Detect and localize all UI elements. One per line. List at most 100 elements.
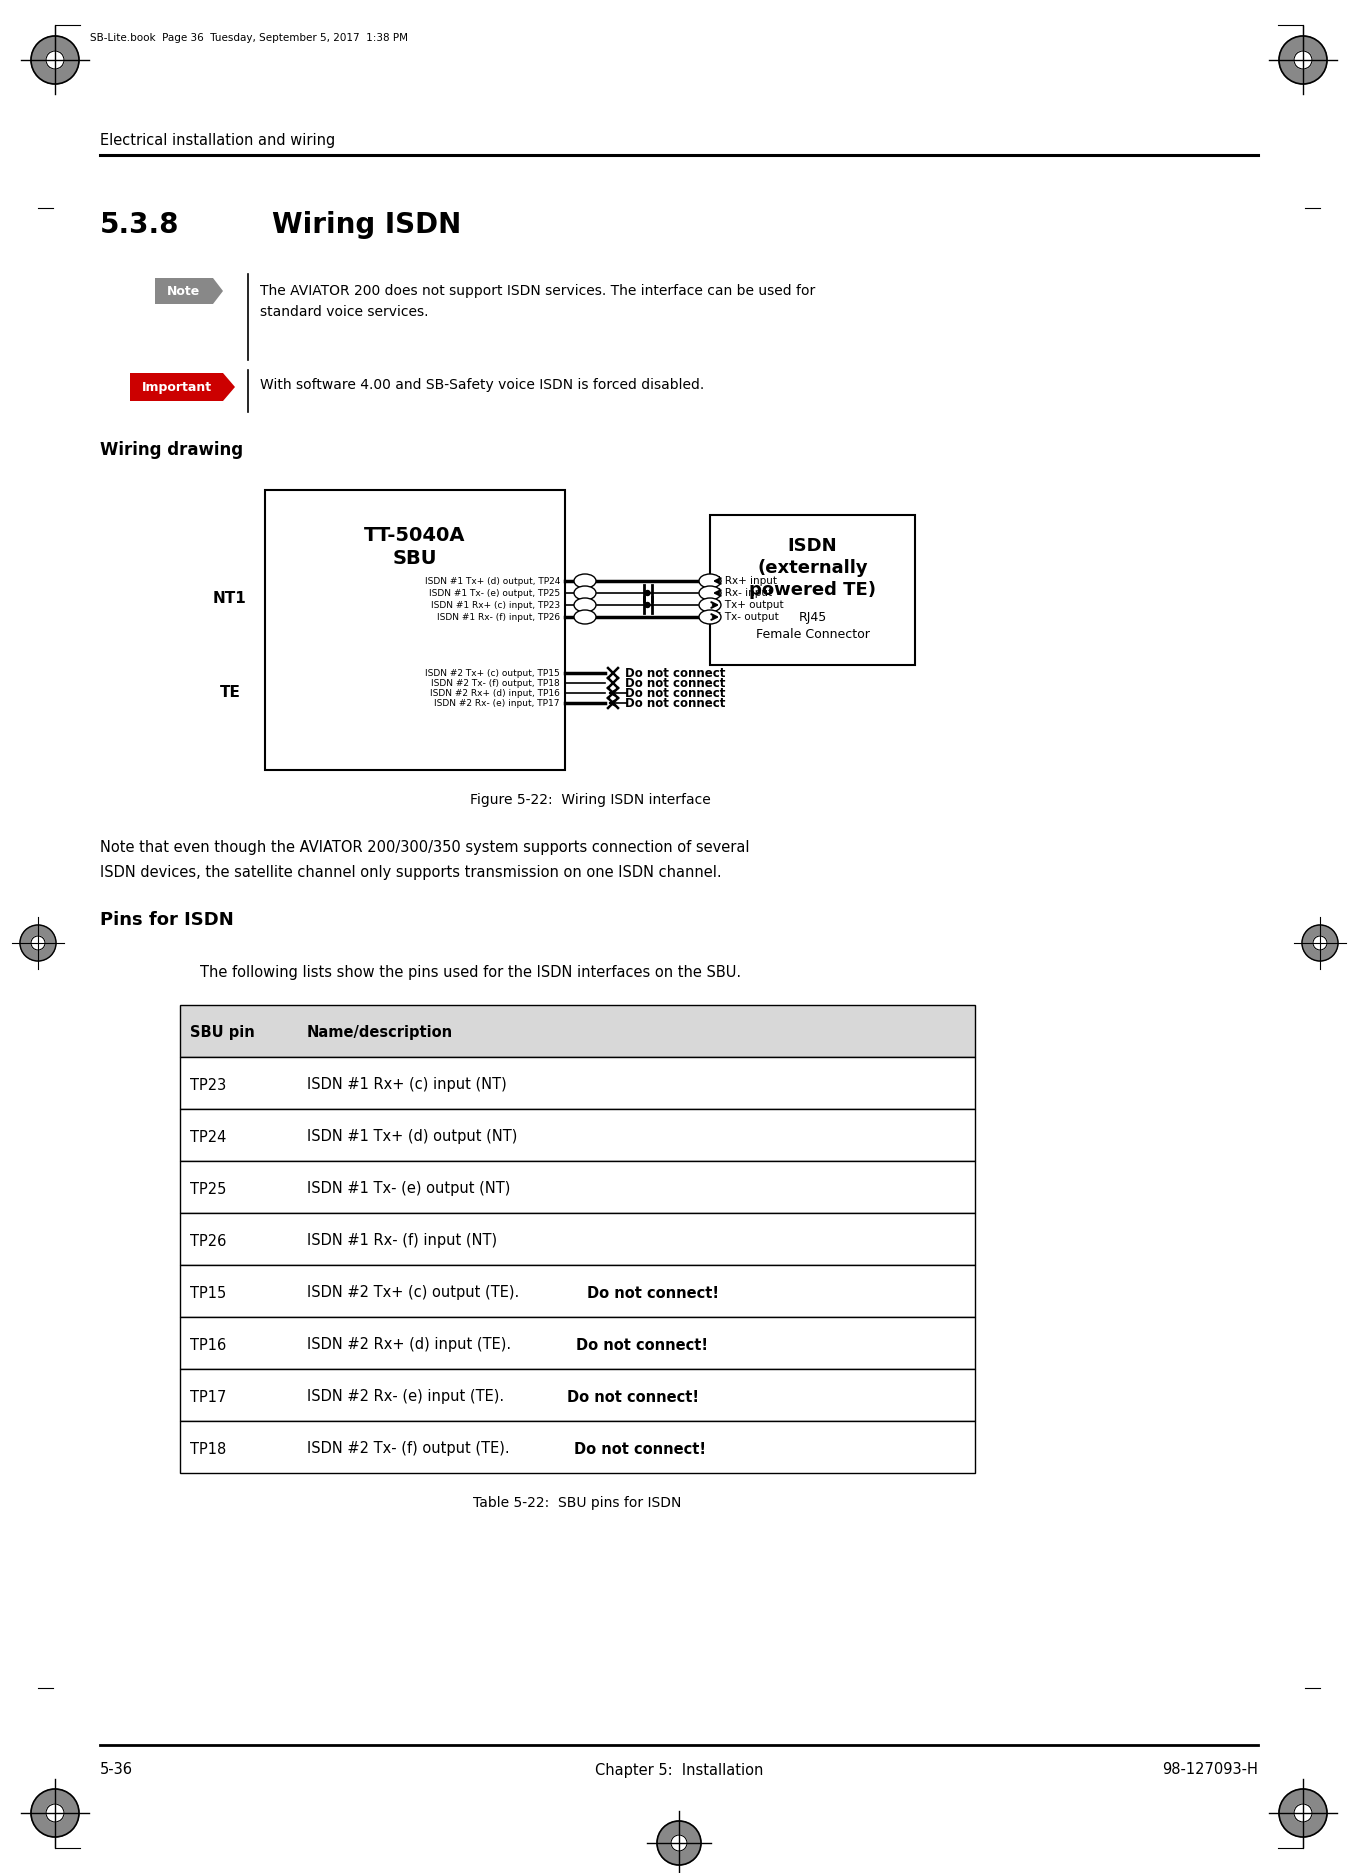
Text: TP15: TP15: [190, 1285, 227, 1300]
Text: ISDN #1 Tx+ (d) output (NT): ISDN #1 Tx+ (d) output (NT): [307, 1129, 517, 1144]
Text: TP18: TP18: [190, 1442, 227, 1457]
Bar: [181, 1369, 975, 1422]
Polygon shape: [155, 277, 223, 303]
Text: ISDN #2 Tx+ (c) output, TP15: ISDN #2 Tx+ (c) output, TP15: [425, 669, 559, 678]
Text: Name/description: Name/description: [307, 1026, 454, 1041]
Text: TT-5040A: TT-5040A: [364, 526, 466, 545]
Text: 98-127093-H: 98-127093-H: [1162, 1762, 1258, 1777]
Ellipse shape: [574, 597, 596, 612]
Text: RJ45: RJ45: [799, 611, 827, 624]
Ellipse shape: [699, 573, 721, 588]
Text: Table 5-22:  SBU pins for ISDN: Table 5-22: SBU pins for ISDN: [474, 1497, 682, 1510]
Text: Do not connect!: Do not connect!: [574, 1442, 706, 1457]
Bar: [181, 1317, 975, 1369]
Text: ISDN #2 Rx- (e) input (TE).: ISDN #2 Rx- (e) input (TE).: [307, 1390, 509, 1405]
Bar: [181, 1056, 975, 1109]
Text: ISDN #1 Rx- (f) input (NT): ISDN #1 Rx- (f) input (NT): [307, 1234, 497, 1249]
Text: Figure 5-22:  Wiring ISDN interface: Figure 5-22: Wiring ISDN interface: [470, 792, 710, 807]
Circle shape: [1279, 36, 1327, 84]
Circle shape: [46, 51, 64, 69]
Circle shape: [1294, 51, 1312, 69]
Text: Female Connector: Female Connector: [755, 627, 869, 641]
Ellipse shape: [574, 611, 596, 624]
Text: ISDN #2 Tx+ (c) output (TE).: ISDN #2 Tx+ (c) output (TE).: [307, 1285, 524, 1300]
Text: ISDN #2 Tx- (f) output (TE).: ISDN #2 Tx- (f) output (TE).: [307, 1442, 515, 1457]
Ellipse shape: [699, 611, 721, 624]
Text: The AVIATOR 200 does not support ISDN services. The interface can be used for
st: The AVIATOR 200 does not support ISDN se…: [259, 285, 815, 318]
Text: ISDN #2 Rx+ (d) input (TE).: ISDN #2 Rx+ (d) input (TE).: [307, 1337, 516, 1352]
Text: ISDN devices, the satellite channel only supports transmission on one ISDN chann: ISDN devices, the satellite channel only…: [100, 865, 721, 880]
Circle shape: [1279, 1789, 1327, 1837]
Text: Do not connect!: Do not connect!: [587, 1285, 718, 1300]
Text: 5.3.8: 5.3.8: [100, 212, 179, 240]
Text: ISDN #2 Rx+ (d) input, TP16: ISDN #2 Rx+ (d) input, TP16: [430, 689, 559, 697]
Text: ISDN: ISDN: [788, 538, 838, 554]
Text: Do not connect: Do not connect: [625, 667, 725, 680]
Text: TP26: TP26: [190, 1234, 227, 1249]
Text: Electrical installation and wiring: Electrical installation and wiring: [100, 133, 335, 148]
Ellipse shape: [699, 597, 721, 612]
Text: Note: Note: [167, 285, 201, 298]
Text: ISDN #2 Rx- (e) input, TP17: ISDN #2 Rx- (e) input, TP17: [435, 699, 559, 708]
Bar: [181, 1422, 975, 1472]
Ellipse shape: [699, 586, 721, 599]
Circle shape: [20, 925, 56, 961]
Text: TE: TE: [220, 684, 240, 699]
Text: ISDN #1 Rx+ (c) input (NT): ISDN #1 Rx+ (c) input (NT): [307, 1077, 507, 1092]
Circle shape: [645, 603, 650, 607]
Text: 6 Tx- output: 6 Tx- output: [716, 612, 778, 622]
Circle shape: [1294, 1804, 1312, 1822]
Circle shape: [31, 1789, 79, 1837]
Text: NT1: NT1: [213, 590, 247, 605]
Text: SBU: SBU: [392, 549, 437, 568]
Circle shape: [31, 36, 79, 84]
Text: The following lists show the pins used for the ISDN interfaces on the SBU.: The following lists show the pins used f…: [200, 965, 741, 980]
Text: 3 Tx+ output: 3 Tx+ output: [716, 599, 784, 611]
Bar: [181, 1161, 975, 1214]
Text: ISDN #1 Rx- (f) input, TP26: ISDN #1 Rx- (f) input, TP26: [437, 612, 559, 622]
Text: SBU pin: SBU pin: [190, 1026, 255, 1041]
Circle shape: [645, 590, 650, 596]
Text: ISDN #1 Tx- (e) output, TP25: ISDN #1 Tx- (e) output, TP25: [429, 588, 559, 597]
Text: TP17: TP17: [190, 1390, 227, 1405]
Bar: [181, 1006, 975, 1056]
Text: ISDN #1 Tx+ (d) output, TP24: ISDN #1 Tx+ (d) output, TP24: [425, 577, 559, 586]
Text: Wiring ISDN: Wiring ISDN: [272, 212, 462, 240]
Circle shape: [671, 1836, 687, 1851]
Text: Important: Important: [141, 380, 212, 393]
Text: ISDN #1 Tx- (e) output (NT): ISDN #1 Tx- (e) output (NT): [307, 1182, 511, 1197]
Text: TP25: TP25: [190, 1182, 227, 1197]
Ellipse shape: [574, 586, 596, 599]
Text: Note that even though the AVIATOR 200/300/350 system supports connection of seve: Note that even though the AVIATOR 200/30…: [100, 839, 750, 854]
Bar: [181, 1214, 975, 1264]
Text: With software 4.00 and SB-Safety voice ISDN is forced disabled.: With software 4.00 and SB-Safety voice I…: [259, 378, 705, 391]
Text: TP24: TP24: [190, 1129, 227, 1144]
Text: Do not connect: Do not connect: [625, 687, 725, 699]
Polygon shape: [130, 373, 235, 401]
Circle shape: [657, 1821, 701, 1866]
Circle shape: [1313, 936, 1327, 950]
Circle shape: [46, 1804, 64, 1822]
Text: Chapter 5:  Installation: Chapter 5: Installation: [595, 1762, 763, 1777]
Text: Do not connect: Do not connect: [625, 697, 725, 710]
Bar: [181, 1109, 975, 1161]
Text: powered TE): powered TE): [750, 581, 876, 599]
Bar: [710, 515, 915, 665]
Text: 5-36: 5-36: [100, 1762, 133, 1777]
Text: TP16: TP16: [190, 1337, 227, 1352]
Text: ISDN #2 Tx- (f) output, TP18: ISDN #2 Tx- (f) output, TP18: [432, 678, 559, 687]
Text: Wiring drawing: Wiring drawing: [100, 440, 243, 459]
Circle shape: [1302, 925, 1338, 961]
Text: SB-Lite.book  Page 36  Tuesday, September 5, 2017  1:38 PM: SB-Lite.book Page 36 Tuesday, September …: [90, 34, 407, 43]
Circle shape: [31, 936, 45, 950]
Text: ISDN #1 Rx+ (c) input, TP23: ISDN #1 Rx+ (c) input, TP23: [430, 601, 559, 609]
Text: TP23: TP23: [190, 1077, 227, 1092]
Text: 5 Rx- input: 5 Rx- input: [716, 588, 773, 597]
Text: Do not connect!: Do not connect!: [576, 1337, 709, 1352]
Text: Do not connect: Do not connect: [625, 676, 725, 689]
Text: (externally: (externally: [758, 558, 868, 577]
Text: Do not connect!: Do not connect!: [568, 1390, 699, 1405]
Text: Pins for ISDN: Pins for ISDN: [100, 910, 234, 929]
Bar: [265, 491, 565, 770]
Bar: [181, 1264, 975, 1317]
